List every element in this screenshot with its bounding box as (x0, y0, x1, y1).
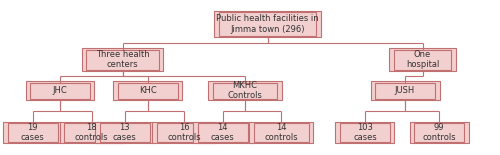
FancyBboxPatch shape (340, 123, 390, 142)
FancyBboxPatch shape (394, 50, 451, 70)
FancyBboxPatch shape (113, 81, 182, 100)
FancyBboxPatch shape (64, 123, 119, 142)
FancyBboxPatch shape (249, 122, 313, 143)
Text: 19
cases: 19 cases (20, 123, 44, 142)
FancyBboxPatch shape (336, 122, 394, 143)
Text: 16
controls: 16 controls (167, 123, 201, 142)
FancyBboxPatch shape (95, 122, 154, 143)
Text: 18
controls: 18 controls (74, 123, 108, 142)
Text: Public health facilities in
Jimma town (296): Public health facilities in Jimma town (… (216, 14, 319, 34)
FancyBboxPatch shape (212, 82, 278, 99)
FancyBboxPatch shape (410, 122, 469, 143)
FancyBboxPatch shape (3, 122, 62, 143)
FancyBboxPatch shape (254, 123, 308, 142)
FancyBboxPatch shape (375, 82, 435, 99)
FancyBboxPatch shape (219, 12, 316, 36)
FancyBboxPatch shape (156, 123, 212, 142)
FancyBboxPatch shape (8, 123, 58, 142)
Text: Three health
centers: Three health centers (96, 50, 150, 69)
FancyBboxPatch shape (198, 123, 248, 142)
Text: MKHC
Controls: MKHC Controls (228, 81, 262, 100)
Text: JUSH: JUSH (395, 86, 415, 95)
Text: 14
cases: 14 cases (210, 123, 234, 142)
FancyBboxPatch shape (86, 50, 159, 70)
Text: KHC: KHC (138, 86, 156, 95)
FancyBboxPatch shape (208, 81, 282, 100)
FancyBboxPatch shape (30, 82, 90, 99)
FancyBboxPatch shape (152, 122, 216, 143)
FancyBboxPatch shape (389, 48, 456, 71)
FancyBboxPatch shape (193, 122, 252, 143)
FancyBboxPatch shape (82, 48, 163, 71)
Text: JHC: JHC (52, 86, 68, 95)
Text: 13
cases: 13 cases (112, 123, 136, 142)
Text: One
hospital: One hospital (406, 50, 439, 69)
Text: 14
controls: 14 controls (264, 123, 298, 142)
FancyBboxPatch shape (118, 82, 178, 99)
FancyBboxPatch shape (26, 81, 94, 100)
FancyBboxPatch shape (60, 122, 124, 143)
FancyBboxPatch shape (214, 11, 321, 38)
FancyBboxPatch shape (414, 123, 464, 142)
FancyBboxPatch shape (100, 123, 150, 142)
FancyBboxPatch shape (370, 81, 440, 100)
Text: 103
cases: 103 cases (353, 123, 377, 142)
Text: 99
controls: 99 controls (422, 123, 456, 142)
